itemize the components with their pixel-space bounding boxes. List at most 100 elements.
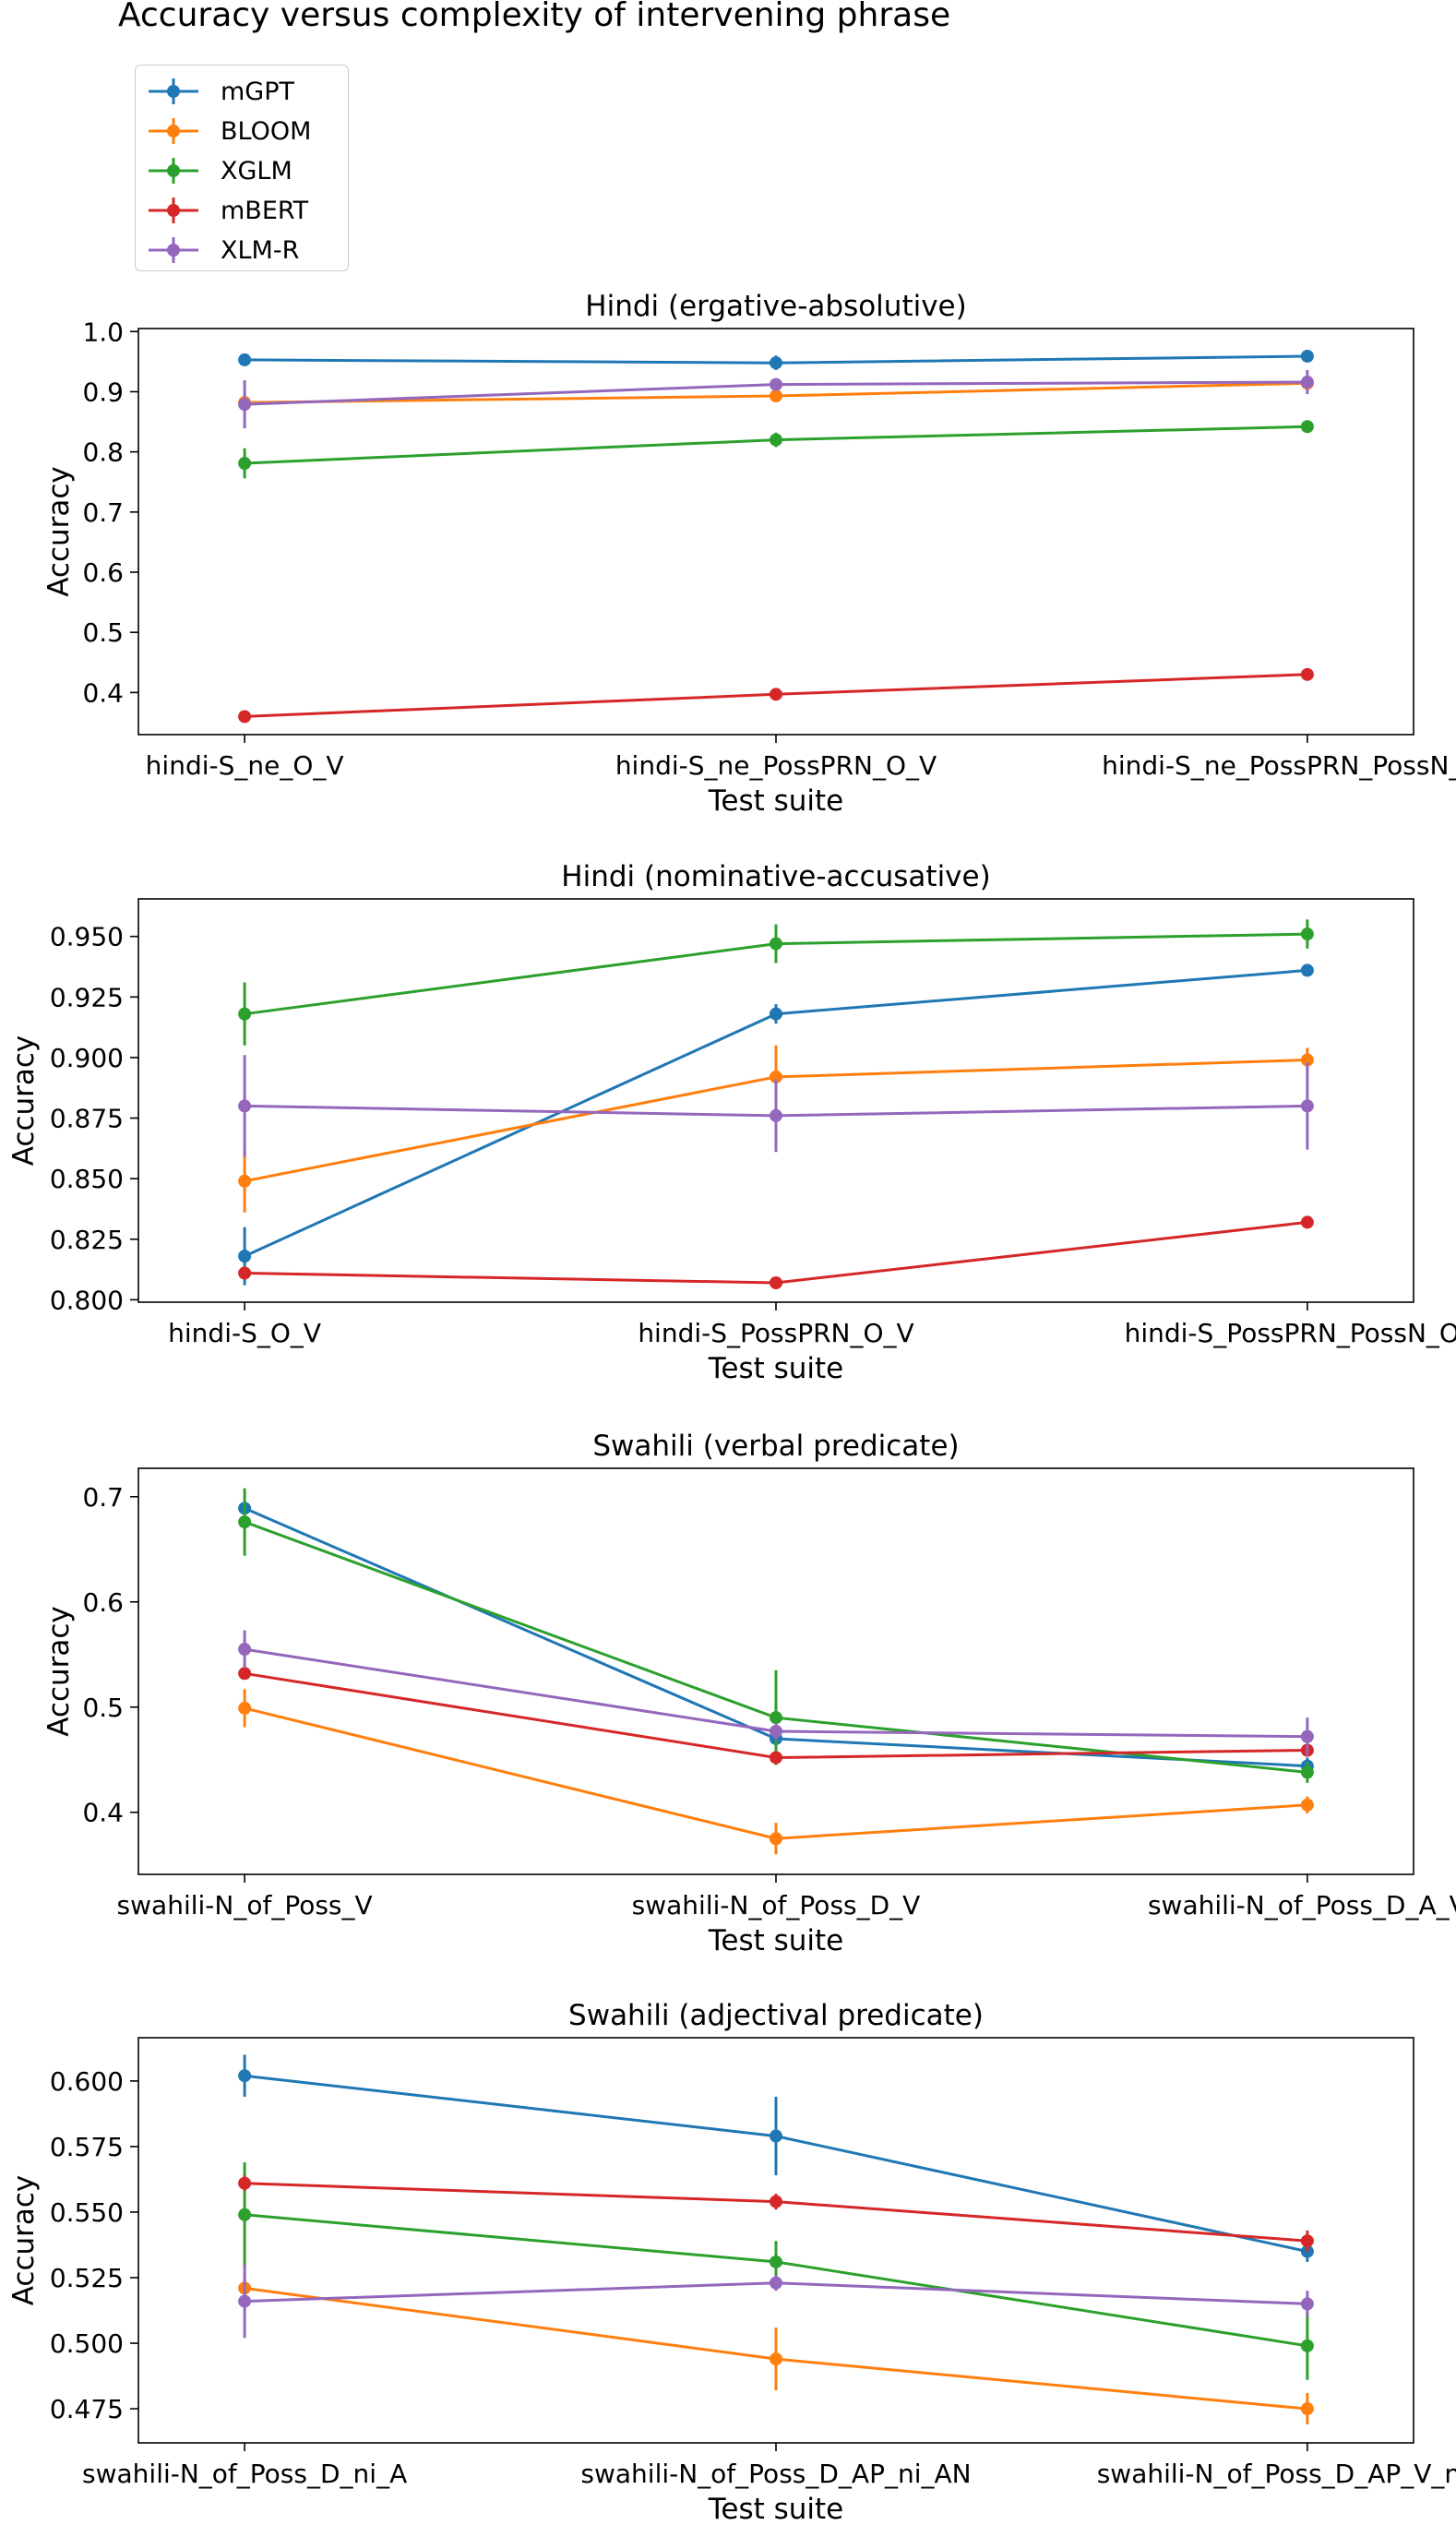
series-xglm: [238, 919, 1314, 1046]
data-point: [1300, 1215, 1314, 1229]
data-point: [770, 1108, 782, 1122]
plot-frame: [137, 1467, 1414, 1875]
series-xglm: [238, 420, 1314, 479]
x-axis-label: Test suite: [708, 784, 844, 818]
series-xlm-r: [238, 1630, 1314, 1756]
y-tick-label: 0.875: [50, 1104, 124, 1134]
data-point: [238, 398, 252, 412]
data-point: [1300, 376, 1314, 389]
series-mbert: [238, 1667, 1314, 1765]
series-mbert: [238, 2175, 1314, 2252]
data-point: [1300, 2234, 1314, 2248]
data-point: [238, 1667, 252, 1681]
data-point: [238, 1007, 252, 1021]
y-tick-label: 0.850: [50, 1164, 124, 1194]
y-tick-label: 0.7: [82, 1482, 124, 1513]
y-tick-label: 0.5: [82, 1693, 124, 1723]
series-xlm-r: [238, 369, 1314, 429]
data-point: [770, 356, 782, 370]
legend-entry-mgpt: mGPT: [136, 73, 348, 110]
data-point: [770, 1832, 782, 1846]
data-point: [1300, 349, 1314, 363]
data-point: [238, 1174, 252, 1188]
y-tick-label: 0.500: [50, 2328, 124, 2359]
x-tick-label: swahili-N_of_Poss_D_A_V: [1148, 1890, 1456, 1921]
chart-title: Hindi (ergative-absolutive): [585, 290, 966, 323]
plot-frame: [137, 898, 1414, 1303]
data-point: [770, 2129, 782, 2143]
series-bloom: [238, 2275, 1314, 2425]
x-tick-label: swahili-N_of_Poss_D_V: [632, 1890, 921, 1921]
y-tick-label: 0.6: [82, 1587, 124, 1618]
data-point: [770, 1070, 782, 1083]
legend-entry-mbert: mBERT: [136, 192, 348, 229]
y-tick-label: 0.950: [50, 922, 124, 952]
data-point: [1300, 2297, 1314, 2311]
data-point: [1300, 1053, 1314, 1067]
data-point: [770, 2255, 782, 2268]
y-axis-label: Accuracy: [42, 466, 76, 597]
y-tick-label: 0.5: [82, 617, 124, 648]
data-point: [770, 2352, 782, 2366]
data-point: [1300, 963, 1314, 977]
data-point: [1300, 667, 1314, 681]
y-axis-label: Accuracy: [42, 1606, 76, 1737]
y-tick-label: 0.8: [82, 437, 124, 468]
data-point: [770, 2195, 782, 2208]
plot-frame: [137, 2037, 1414, 2444]
y-tick-label: 0.4: [82, 1798, 124, 1828]
legend-label-bloom: BLOOM: [221, 117, 312, 146]
data-point: [238, 710, 252, 724]
x-tick-label: hindi-S_ne_PossPRN_PossN_O_V: [1102, 750, 1456, 781]
chart-title: Swahili (verbal predicate): [592, 1430, 959, 1463]
chart-panel-2: Hindi (nominative-accusative) 0.800 0.825 0…: [7, 860, 1456, 1385]
legend-marker-xglm: [149, 158, 198, 184]
data-point: [238, 2069, 252, 2083]
y-tick-label: 0.7: [82, 497, 124, 528]
legend-entry-bloom: BLOOM: [136, 113, 348, 150]
chart-title: Hindi (nominative-accusative): [561, 860, 990, 893]
series-bloom: [238, 1689, 1314, 1855]
data-point: [238, 1643, 252, 1657]
x-tick-label: hindi-S_ne_O_V: [146, 750, 344, 781]
y-tick-label: 0.575: [50, 2132, 124, 2162]
data-point: [238, 1250, 252, 1263]
chart-title: Swahili (adjectival predicate): [568, 1999, 984, 2032]
x-axis-label: Test suite: [708, 1352, 844, 1385]
data-point: [238, 2176, 252, 2190]
data-point: [770, 937, 782, 951]
series-mbert: [238, 667, 1314, 724]
series-bloom: [238, 1045, 1314, 1213]
x-tick-label: hindi-S_PossPRN_O_V: [638, 1318, 913, 1348]
y-tick-label: 0.475: [50, 2394, 124, 2424]
data-point: [1300, 1099, 1314, 1113]
y-tick-label: 0.925: [50, 982, 124, 1012]
figure-title: Accuracy versus complexity of intervenin…: [118, 0, 951, 34]
data-point: [238, 1701, 252, 1715]
data-point: [1300, 2339, 1314, 2352]
data-point: [770, 1724, 782, 1738]
x-axis-label: Test suite: [708, 1924, 844, 1957]
data-point: [1300, 1798, 1314, 1812]
chart-panel-3: Swahili (verbal predicate) 0.4 0.5 0.6 0.7 sw…: [42, 1430, 1456, 1957]
y-tick-label: 0.4: [82, 677, 124, 708]
y-tick-label: 0.550: [50, 2197, 124, 2228]
data-point: [770, 1007, 782, 1021]
x-tick-label: swahili-N_of_Poss_D_AP_ni_AN: [580, 2459, 971, 2489]
y-tick-label: 1.0: [82, 317, 124, 347]
series-line: [245, 1220, 1308, 1285]
data-point: [770, 2276, 782, 2290]
legend-entry-xlmr: XLM-R: [136, 232, 348, 269]
data-point: [770, 1711, 782, 1725]
y-tick-label: 0.6: [82, 557, 124, 588]
y-tick-label: 0.600: [50, 2066, 124, 2097]
data-point: [238, 2294, 252, 2308]
legend: mGPT BLOOM XGLM mBERT: [135, 65, 349, 271]
x-tick-label: swahili-N_of_Poss_V: [117, 1890, 373, 1921]
chart-panel-4: Swahili (adjectival predicate) 0.475 0.500…: [7, 1999, 1456, 2525]
x-tick-label: hindi-S_ne_PossPRN_O_V: [615, 750, 937, 781]
data-point: [238, 1266, 252, 1280]
series-xlm-r: [238, 1055, 1314, 1157]
y-axis-label: Accuracy: [7, 1035, 41, 1167]
